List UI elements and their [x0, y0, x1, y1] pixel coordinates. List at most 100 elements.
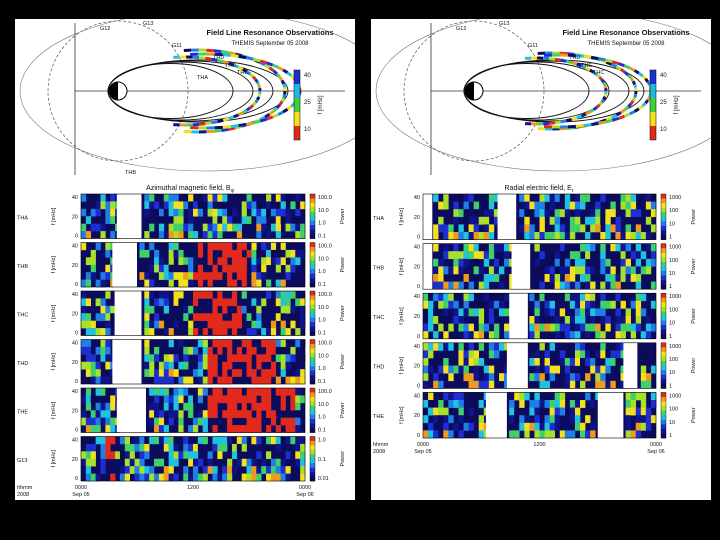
- left-heat-cell: [280, 208, 286, 217]
- left-heat-cell: [231, 264, 238, 273]
- right-row-colorbar-segment: [661, 370, 666, 376]
- right-heat-cell: [569, 358, 576, 366]
- right-heat-cell: [585, 293, 591, 302]
- left-spacecraft-label-g12: G12: [100, 26, 110, 32]
- left-heat-cell: [139, 249, 145, 258]
- right-heat-cell: [595, 293, 601, 302]
- right-heat-cell: [580, 293, 586, 302]
- left-row-colorbar-segment: [310, 436, 315, 442]
- left-row-ytick: 40: [72, 341, 78, 347]
- left-heat-cell: [144, 305, 150, 314]
- right-heat-cell: [488, 274, 495, 282]
- left-heat-cell: [300, 376, 306, 385]
- left-heat-cell: [202, 272, 208, 280]
- left-heat-cell: [173, 305, 179, 314]
- right-row-colorbar-segment: [661, 270, 666, 276]
- right-row-colorbar-segment: [661, 347, 666, 353]
- left-heat-cell: [105, 264, 111, 273]
- left-heat-cell: [188, 298, 194, 307]
- left-heat-cell: [188, 346, 194, 355]
- right-heat-cell: [438, 407, 444, 416]
- right-row-colorbar-tick: 10: [669, 420, 675, 426]
- right-heat-cell: [564, 293, 571, 302]
- right-heat-cell: [549, 365, 555, 374]
- left-heat-cell: [270, 436, 277, 445]
- right-row-ytick: 40: [414, 294, 420, 300]
- right-heat-cell: [524, 201, 530, 210]
- right-data-gap: [509, 293, 528, 339]
- left-row-colorbar-segment: [310, 419, 315, 424]
- right-heat-cell: [585, 251, 591, 260]
- right-heat-cell: [504, 258, 510, 267]
- right-x-tick: 0000: [417, 442, 429, 448]
- left-heat-cell: [139, 466, 145, 474]
- left-heat-cell: [90, 264, 96, 273]
- left-orbit-colorbar-tick: 40: [304, 73, 311, 79]
- left-heat-cell: [241, 279, 247, 288]
- right-row-colorbar-tick: 100: [669, 258, 678, 264]
- left-row-ytick: 20: [72, 457, 78, 463]
- left-heat-cell: [149, 194, 155, 202]
- right-heat-cell: [498, 266, 505, 275]
- right-row-colorbar-label: Power: [691, 407, 697, 423]
- left-heat-cell: [197, 354, 204, 363]
- right-orbit-track-segment: [644, 77, 650, 83]
- left-row-colorbar-segment: [310, 401, 315, 407]
- left-heat-cell: [144, 339, 150, 348]
- left-heat-cell: [246, 216, 252, 224]
- right-heat-cell: [585, 274, 591, 282]
- left-heat-cell: [207, 354, 213, 363]
- left-heat-cell: [173, 354, 179, 363]
- right-heat-cell: [554, 224, 561, 233]
- left-heat-cell: [202, 291, 208, 299]
- right-heat-cell: [635, 300, 642, 309]
- right-orbit-colorbar-segment: [650, 70, 656, 84]
- right-heat-cell: [559, 266, 566, 275]
- right-row-colorbar-segment: [661, 365, 666, 371]
- left-orbit-track-segment: [245, 121, 254, 126]
- left-heat-cell: [207, 320, 213, 329]
- right-heat-cell: [473, 400, 480, 408]
- left-heat-cell: [207, 194, 213, 202]
- left-orbit-track-segment: [256, 81, 261, 86]
- right-heat-cell: [645, 266, 652, 275]
- right-heat-cell: [448, 365, 454, 374]
- right-heat-cell: [580, 422, 586, 431]
- left-row-ytick: 20: [72, 408, 78, 414]
- left-heat-cell: [261, 369, 267, 377]
- right-heat-cell: [458, 224, 464, 233]
- left-row-colorbar-segment: [310, 225, 315, 230]
- right-heat-cell: [650, 281, 657, 290]
- left-heat-cell: [188, 410, 194, 418]
- right-heat-cell: [630, 323, 637, 332]
- right-row-colorbar-segment: [661, 203, 666, 208]
- left-heat-cell: [227, 417, 233, 426]
- left-heat-cell: [212, 231, 218, 239]
- right-orbit-colorbar-label: f [mHz]: [674, 95, 680, 114]
- right-heat-cell: [468, 232, 474, 240]
- left-heat-cell: [251, 466, 257, 474]
- right-orbit-track-segment: [554, 120, 561, 125]
- right-orbit-track-segment: [620, 68, 626, 74]
- left-row-colorbar-tick: 0.1: [318, 282, 326, 288]
- left-heat-cell: [100, 388, 106, 396]
- left-heat-cell: [222, 436, 228, 445]
- right-orbit-track-segment: [602, 96, 607, 101]
- right-heat-cell: [504, 342, 510, 351]
- right-heat-cell: [610, 224, 616, 233]
- left-heat-cell: [207, 376, 213, 385]
- left-heat-cell: [280, 339, 286, 348]
- left-heat-cell: [295, 417, 301, 426]
- left-heat-cell: [105, 272, 111, 280]
- right-heat-cell: [443, 308, 449, 317]
- right-heat-cell: [453, 308, 459, 317]
- right-heat-cell: [448, 293, 454, 302]
- left-heat-cell: [158, 425, 165, 433]
- left-heat-cell: [183, 473, 189, 482]
- left-heat-cell: [100, 436, 106, 445]
- right-row-ylabel: f [mHz]: [399, 257, 405, 275]
- right-heat-cell: [580, 274, 586, 282]
- left-heat-cell: [85, 216, 92, 224]
